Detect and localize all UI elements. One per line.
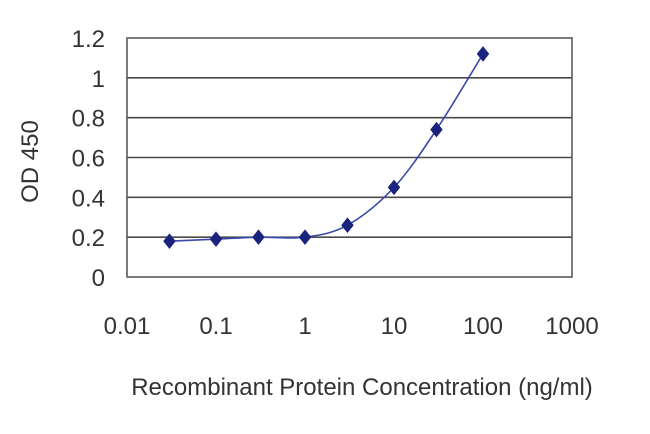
y-tick-label-2: 0.4 [72, 185, 105, 212]
x-tick-label-0: 0.01 [104, 313, 151, 340]
data-point-2 [252, 229, 265, 245]
data-point-6 [430, 121, 443, 138]
y-tick-label-0: 0 [92, 265, 105, 292]
x-tick-label-5: 1000 [545, 313, 598, 340]
data-point-4 [341, 217, 354, 234]
x-axis-label: Recombinant Protein Concentration (ng/ml… [131, 374, 593, 401]
y-tick-label-3: 0.6 [72, 146, 105, 173]
data-point-5 [387, 179, 401, 196]
data-point-1 [209, 231, 223, 247]
data-point-7 [476, 46, 490, 62]
y-tick-label-1: 0.2 [72, 225, 105, 252]
y-tick-labels: 0 0.2 0.4 0.6 0.8 1 1.2 [72, 26, 105, 292]
y-tick-label-5: 1 [92, 66, 105, 93]
y-axis-label: OD 450 [17, 120, 44, 203]
y-tick-label-4: 0.8 [72, 106, 105, 133]
data-point-3 [298, 229, 312, 245]
series-line-0 [169, 53, 484, 242]
y-tick-label-6: 1.2 [72, 26, 105, 53]
data-series [163, 46, 490, 249]
plot-area-frame [126, 37, 573, 278]
x-tick-label-3: 10 [381, 313, 408, 340]
x-tick-labels: 0.01 0.1 1 10 100 1000 [104, 313, 599, 340]
x-tick-label-4: 100 [463, 313, 503, 340]
x-tick-label-1: 0.1 [199, 313, 232, 340]
gridlines [127, 77, 572, 238]
data-point-0 [163, 233, 176, 249]
x-tick-label-2: 1 [298, 313, 311, 340]
